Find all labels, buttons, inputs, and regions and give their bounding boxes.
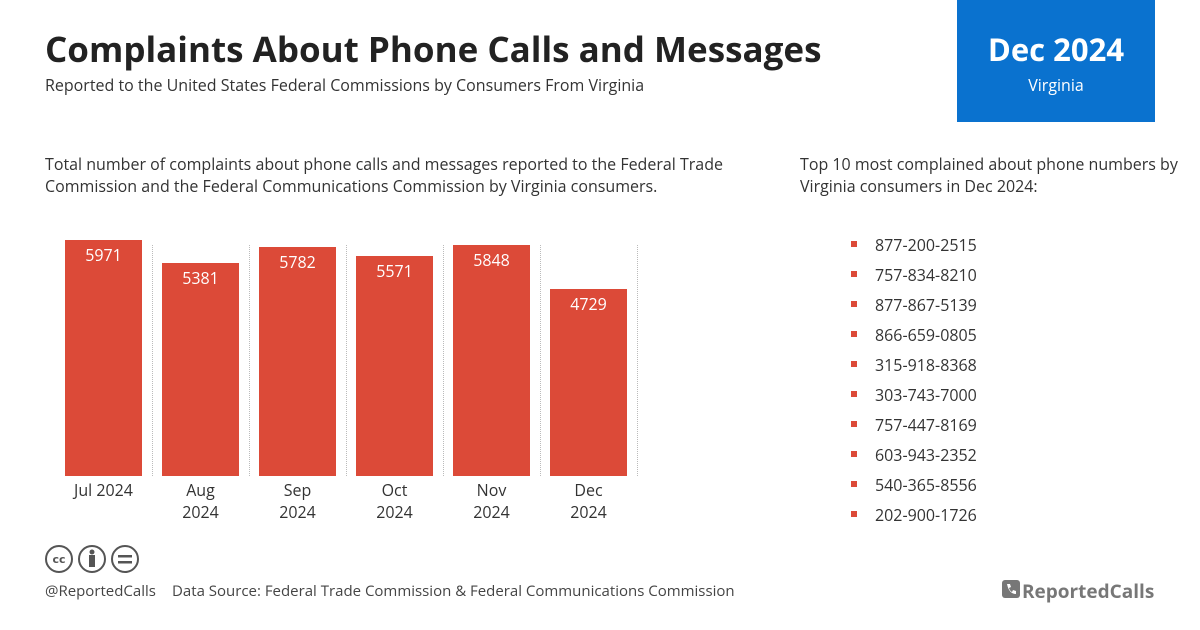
bar <box>162 263 239 476</box>
phone-number: 757-834-8210 <box>875 264 977 286</box>
value-label: 5848 <box>473 248 510 271</box>
phone-number: 866-659-0805 <box>875 324 977 346</box>
list-title: Top 10 most complained about phone numbe… <box>800 153 1178 197</box>
bullet <box>851 451 857 457</box>
bullet <box>851 361 857 367</box>
separator <box>637 245 638 476</box>
footer-source: Data Source: Federal Trade Commission & … <box>172 581 735 601</box>
phone-number: 315-918-8368 <box>875 354 977 376</box>
x-tick-label: Sep 2024 <box>279 479 316 523</box>
x-tick-label: Jul 2024 <box>74 479 133 501</box>
footer-handle: @ReportedCalls <box>45 581 156 601</box>
bullet <box>851 421 857 427</box>
x-tick-label: Nov 2024 <box>473 479 510 523</box>
bar <box>65 240 142 476</box>
bar <box>259 247 336 476</box>
subtitle: Reported to the United States Federal Co… <box>45 74 645 96</box>
bullet <box>851 271 857 277</box>
bar <box>356 255 433 476</box>
separator <box>152 245 153 476</box>
phone-number: 303-743-7000 <box>875 384 977 406</box>
badge: Dec 2024 Virginia <box>957 0 1155 122</box>
separator <box>443 245 444 476</box>
x-tick-label: Oct 2024 <box>376 479 413 523</box>
separator <box>249 245 250 476</box>
chart-description: Total number of complaints about phone c… <box>45 153 723 197</box>
bullet <box>851 391 857 397</box>
phone-number: 757-447-8169 <box>875 414 977 436</box>
phone-number: 877-867-5139 <box>875 294 977 316</box>
phone-number: 202-900-1726 <box>875 504 977 526</box>
badge-title: Dec 2024 <box>987 29 1125 71</box>
x-tick-label: Dec 2024 <box>570 479 607 523</box>
brand: ReportedCalls <box>1022 578 1155 604</box>
value-label: 5971 <box>85 244 122 266</box>
phone-number: 877-200-2515 <box>875 234 977 256</box>
brand-icon <box>1002 580 1020 598</box>
x-tick-label: Aug 2024 <box>182 479 219 523</box>
badge-subtitle: Virginia <box>1028 74 1084 96</box>
bullet <box>851 511 857 517</box>
bullet <box>851 301 857 307</box>
chart: 5971 Jul 2024 5381 Aug 2024 5782 Sep 2024 5571… <box>65 240 638 523</box>
separator <box>540 245 541 476</box>
bullet <box>851 331 857 337</box>
value-label: 5571 <box>376 259 413 282</box>
separator <box>346 245 347 476</box>
bullet <box>851 241 857 247</box>
phone-number: 603-943-2352 <box>875 444 977 466</box>
value-label: 5782 <box>279 251 316 274</box>
value-label: 5381 <box>182 267 219 290</box>
bullet <box>851 481 857 487</box>
title: Complaints About Phone Calls and Message… <box>45 26 822 73</box>
value-label: 4729 <box>570 293 607 316</box>
svg-text:cc: cc <box>52 553 65 566</box>
license-icons: cc <box>45 545 139 573</box>
bar <box>453 244 530 476</box>
bar <box>550 289 627 476</box>
phone-number: 540-365-8556 <box>875 474 977 496</box>
